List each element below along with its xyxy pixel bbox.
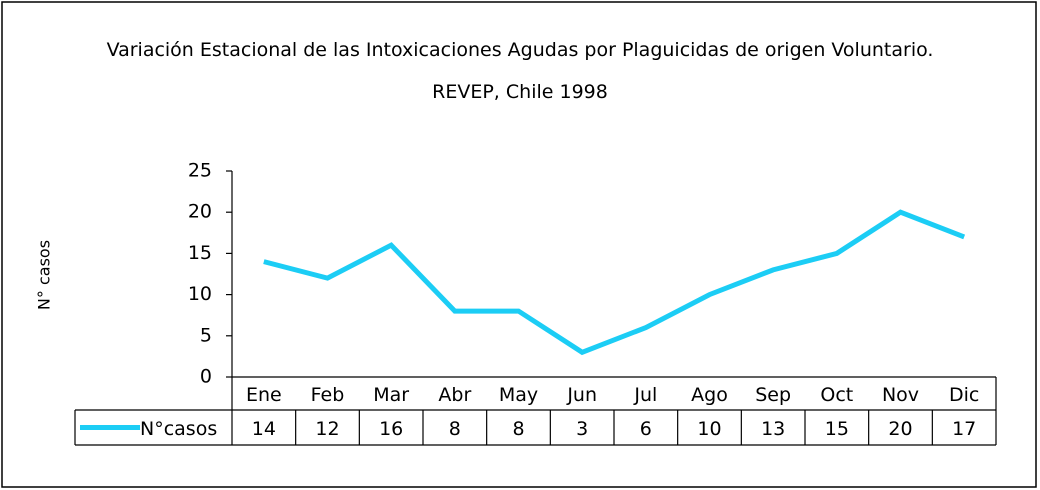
table-value: 16	[379, 418, 403, 440]
x-tick-label: May	[499, 384, 538, 406]
table-value: 20	[888, 418, 912, 440]
chart-subtitle: REVEP, Chile 1998	[432, 81, 608, 103]
table-value: 3	[576, 418, 588, 440]
x-tick-label: Oct	[820, 384, 853, 406]
table-value: 8	[449, 418, 461, 440]
x-tick-label: Dic	[949, 384, 979, 406]
chart-title: Variación Estacional de las Intoxicacion…	[106, 39, 934, 61]
y-tick-label: 5	[200, 324, 212, 346]
x-tick-label: Feb	[311, 384, 345, 406]
y-tick-label: 20	[188, 201, 212, 223]
x-tick-label: Abr	[438, 384, 471, 406]
legend-label: N°casos	[140, 418, 217, 440]
y-axis-label: N° casos	[35, 240, 54, 310]
y-tick-label: 0	[200, 366, 212, 388]
x-tick-label: Mar	[373, 384, 409, 406]
y-tick-label: 15	[188, 242, 212, 264]
x-tick-label: Ago	[691, 384, 728, 406]
table-value: 15	[825, 418, 849, 440]
table-value: 17	[952, 418, 976, 440]
x-tick-label: Nov	[882, 384, 919, 406]
table-value: 6	[640, 418, 652, 440]
y-tick-label: 25	[188, 160, 212, 182]
x-tick-label: Sep	[755, 384, 791, 406]
x-tick-label: Jul	[633, 384, 657, 406]
x-tick-label: Jun	[566, 384, 597, 406]
table-value: 13	[761, 418, 785, 440]
table-value: 14	[252, 418, 276, 440]
line-series	[263, 209, 966, 356]
y-tick-label: 10	[188, 283, 212, 305]
table-value: 12	[315, 418, 339, 440]
table-value: 10	[697, 418, 721, 440]
table-value: 8	[512, 418, 524, 440]
x-tick-label: Ene	[246, 384, 282, 406]
